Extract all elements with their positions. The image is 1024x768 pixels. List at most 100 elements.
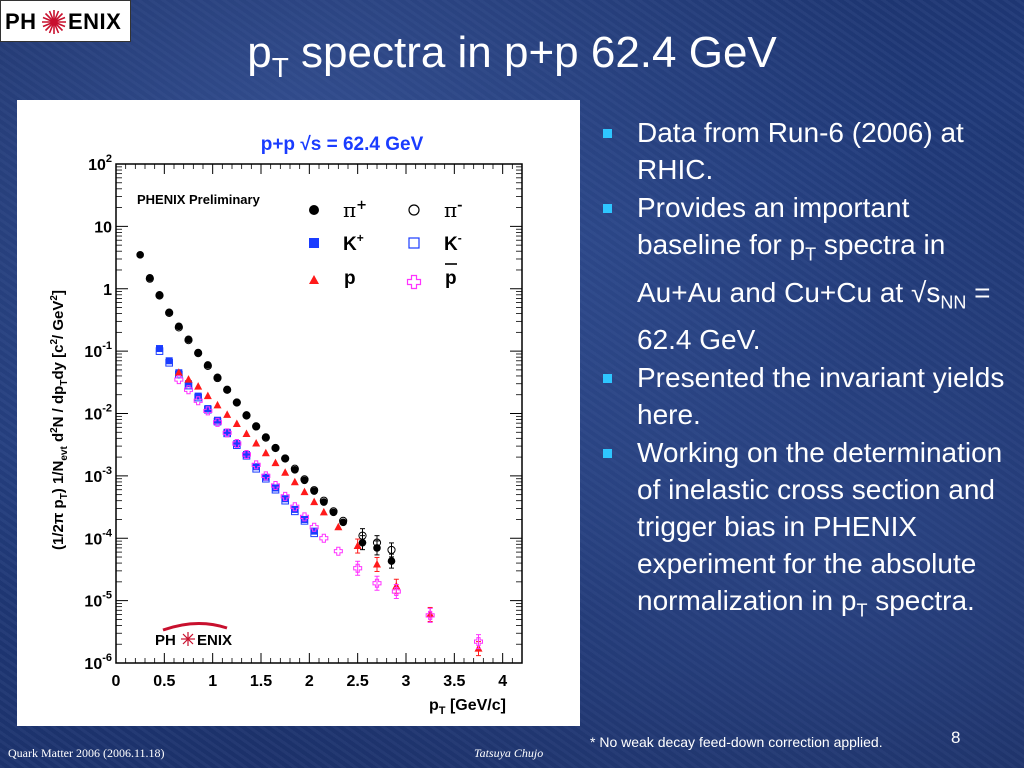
x-tick-label: 2 [305, 673, 314, 690]
data-point [242, 450, 251, 460]
data-point [213, 373, 222, 382]
legend-marker-pi-minus [408, 204, 420, 216]
data-point [233, 398, 241, 407]
y-tick-label: 10-4 [84, 527, 112, 548]
data-point [222, 428, 232, 438]
data-point [281, 454, 289, 463]
data-point [300, 512, 309, 522]
bullet-item: Presented the invariant yields here. [603, 359, 1008, 433]
data-point [353, 563, 363, 573]
bullet-item: Data from Run-6 (2006) at RHIC. [603, 114, 1008, 188]
data-point [333, 546, 343, 556]
data-point [353, 541, 362, 550]
phenix-logo: PH ENIX [0, 0, 131, 42]
bullet-square-icon [603, 374, 612, 384]
data-point [271, 485, 280, 494]
spectra-plot-panel: p+p √s = 62.4 GeV PHENIX Preliminary 0 0.… [17, 100, 580, 726]
data-point [165, 308, 173, 317]
data-point [223, 385, 232, 394]
data-point [252, 439, 261, 447]
data-point [155, 347, 164, 355]
data-point [281, 496, 289, 505]
logo-text-left: PH [5, 9, 37, 34]
data-point [252, 422, 260, 430]
data-point [310, 497, 319, 506]
y-tick-label: 1 [103, 282, 112, 299]
data-point [165, 308, 174, 318]
data-point [155, 291, 164, 300]
data-point [213, 373, 222, 383]
data-point [262, 433, 270, 441]
data-point [271, 444, 280, 452]
legend-marker-proton [309, 275, 319, 284]
data-point [373, 559, 381, 568]
bullet-text: Presented the invariant yields here. [637, 362, 1005, 431]
x-tick-label: 3 [402, 673, 411, 690]
data-point [194, 393, 202, 402]
data-point [185, 380, 192, 388]
footer-conference: Quark Matter 2006 (2006.11.18) [8, 746, 165, 760]
data-point [425, 610, 435, 620]
plot-phenix-logo: PH ENIX [155, 621, 232, 649]
data-point [474, 637, 483, 647]
bullet-text: spectra. [867, 585, 975, 617]
y-tick-label: 102 [88, 153, 112, 174]
y-tick-label: 10-2 [84, 403, 112, 424]
data-point [387, 557, 396, 565]
chart-title: p+p √s = 62.4 GeV [261, 134, 424, 155]
legend-label-proton: p [344, 268, 356, 289]
bullet-text: Working on the determination of inelasti… [637, 437, 1003, 617]
y-tick-label: 10 [94, 219, 112, 236]
data-point [301, 515, 308, 523]
data-point [300, 517, 309, 525]
data-point [290, 464, 299, 473]
data-point [194, 382, 203, 390]
data-point [280, 491, 290, 501]
data-point [252, 463, 260, 471]
data-point [243, 451, 250, 459]
data-point [291, 505, 299, 513]
data-point [184, 385, 193, 395]
data-point [155, 290, 164, 299]
data-point [213, 400, 222, 409]
data-point [242, 411, 251, 419]
bullet-square-icon [603, 204, 612, 213]
data-point [203, 391, 212, 400]
title-subscript: T [271, 51, 289, 83]
slide-title: pT spectra in p+p 62.4 GeV [0, 28, 1024, 84]
plot-logo-star-icon [181, 632, 195, 646]
bullet-list: Data from Run-6 (2006) at RHIC. Provides … [603, 114, 1008, 631]
data-point [174, 323, 183, 332]
data-point [213, 417, 222, 427]
data-point [252, 464, 260, 473]
bullet-item: Working on the determination of inelasti… [603, 434, 1008, 630]
data-point [223, 428, 231, 436]
data-point [310, 529, 318, 538]
x-tick-label: 3.5 [443, 673, 465, 690]
data-point [174, 368, 183, 376]
x-tick-label: 0 [112, 673, 121, 690]
data-point [310, 486, 319, 495]
legend-marker-antiproton [406, 274, 422, 290]
legend-label-pi-minus: π- [444, 198, 463, 222]
data-point [261, 471, 271, 481]
axis-ticks [115, 163, 522, 664]
data-point [372, 538, 382, 547]
data-point [329, 507, 338, 516]
data-point [300, 475, 309, 484]
data-point [319, 533, 329, 543]
data-point [136, 251, 144, 259]
data-point [272, 484, 279, 492]
legend-marker-k-plus [309, 238, 319, 248]
data-point [271, 443, 280, 453]
x-tick-label: 1 [208, 673, 217, 690]
y-tick-label: 10-6 [84, 652, 112, 673]
data-point [391, 587, 401, 597]
data-point [291, 507, 299, 516]
data-point [387, 545, 396, 555]
legend-marker-k-minus [408, 237, 420, 249]
data-point [281, 454, 290, 463]
data-point [281, 468, 290, 476]
data-point [242, 429, 251, 437]
bullet-subscript: T [856, 600, 868, 621]
